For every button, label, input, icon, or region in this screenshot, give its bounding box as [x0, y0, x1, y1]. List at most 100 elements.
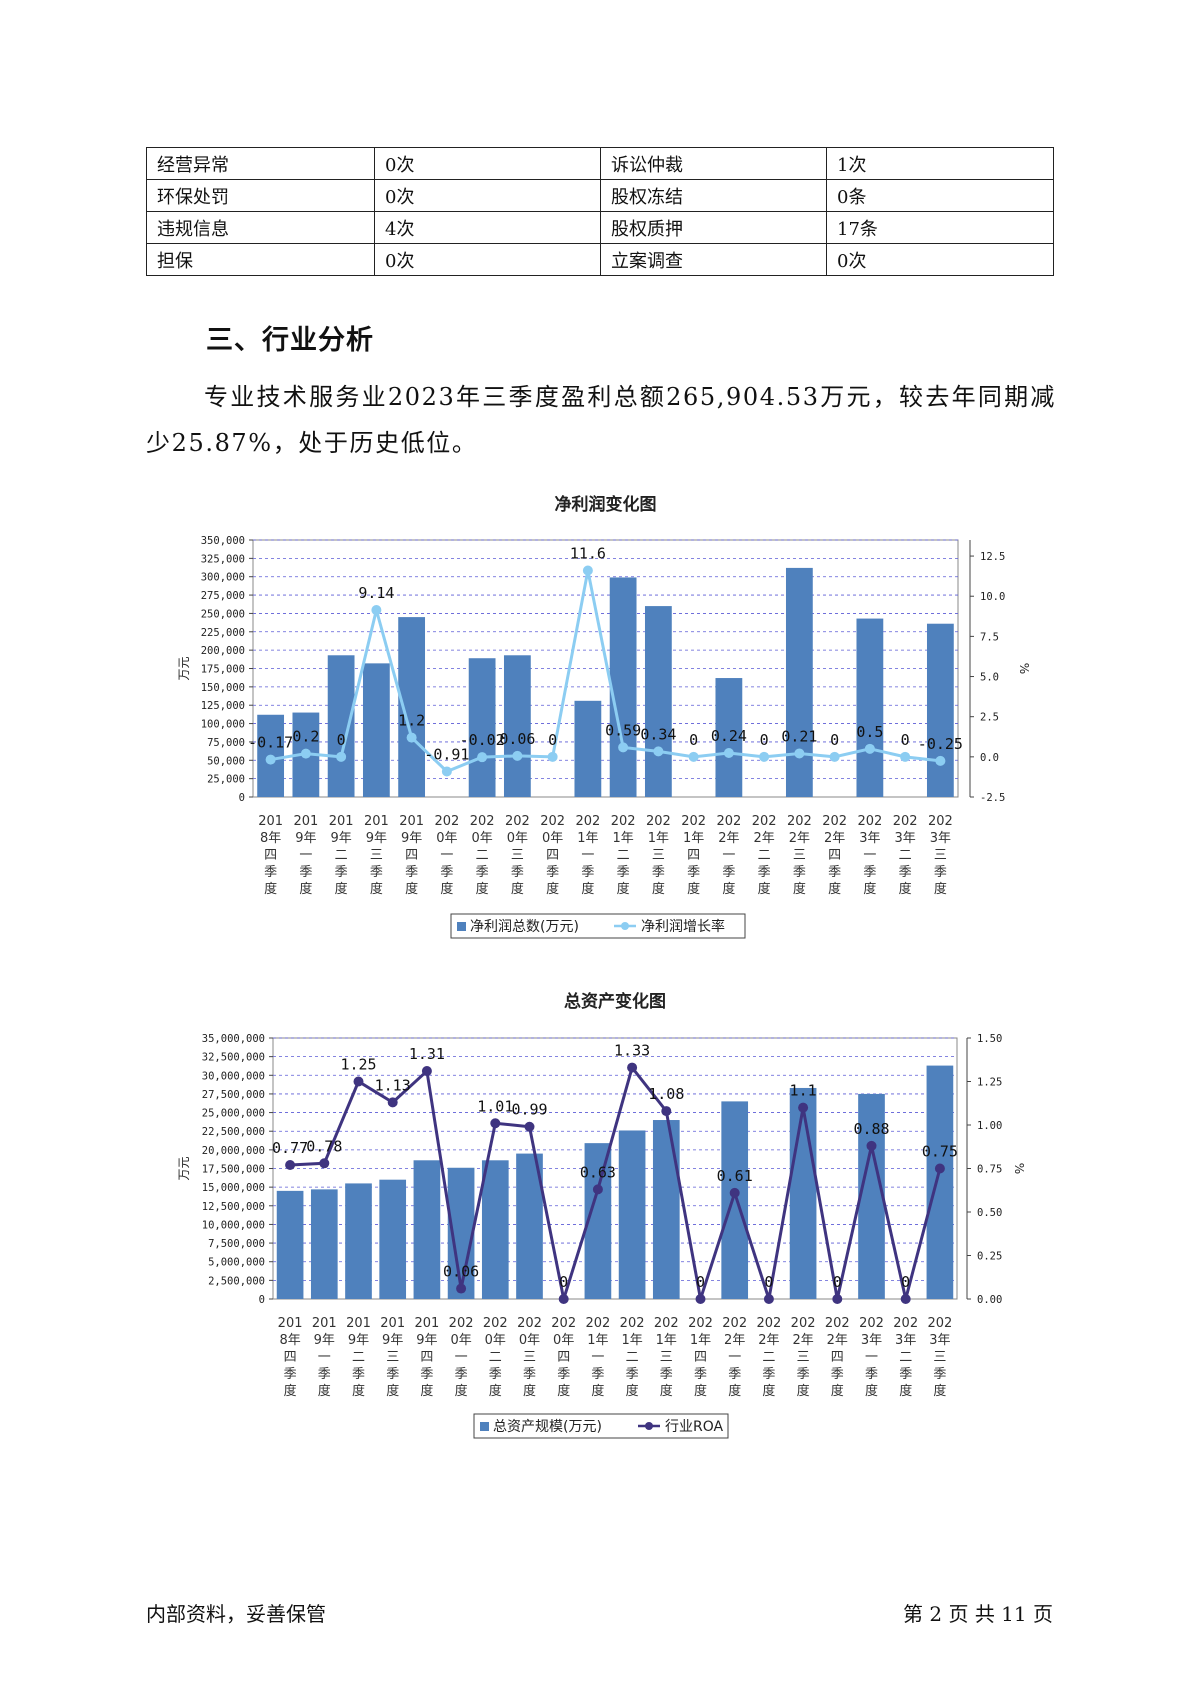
x-tick-label-line: 季: [722, 865, 735, 880]
data-label: 0: [696, 1273, 705, 1291]
x-tick-label-line: 季: [420, 1367, 433, 1382]
x-tick-label-line: 202: [540, 814, 565, 829]
bar: [926, 1065, 954, 1299]
x-tick-label-line: 季: [440, 865, 453, 880]
line-point: [319, 1158, 330, 1169]
x-tick-label-line: 9年: [382, 1333, 403, 1348]
x-tick-label-line: 202: [716, 814, 741, 829]
x-tick-label-line: 3年: [930, 831, 951, 846]
x-tick-label-line: 202: [575, 814, 600, 829]
x-tick-label-line: 二: [899, 848, 912, 863]
x-tick-label-line: 度: [455, 1383, 468, 1399]
bar: [481, 1160, 509, 1299]
x-tick-label-line: 2年: [789, 831, 810, 846]
data-label: 0.78: [306, 1137, 342, 1155]
chart-title: 总资产变化图: [564, 991, 666, 1012]
y-tick-label: 100,000: [201, 719, 245, 731]
x-tick-label-line: 季: [318, 1367, 331, 1382]
y2-tick-label: -2.5: [980, 792, 1005, 804]
y-tick-label: 17,500,000: [202, 1164, 265, 1176]
x-tick-label-line: 季: [797, 1367, 810, 1382]
x-tick-label-line: 二: [352, 1350, 365, 1365]
x-tick-label-line: 1年: [612, 831, 633, 846]
y-tick-label: 27,500,000: [202, 1089, 265, 1101]
line-point: [864, 743, 875, 754]
y2-tick-label: 0.75: [977, 1164, 1002, 1176]
x-tick-label-line: 0年: [553, 1333, 574, 1348]
x-tick-label-line: 季: [264, 865, 277, 880]
x-tick-label-line: 9年: [401, 831, 422, 846]
x-tick-label-line: 202: [434, 814, 459, 829]
risk-item-label: 担保: [146, 243, 375, 276]
legend-line-label: 行业ROA: [665, 1419, 724, 1435]
footer-page-number: 第 2 页 共 11 页: [903, 1602, 1053, 1626]
x-tick-label-line: 度: [284, 1383, 297, 1399]
line-point: [723, 747, 734, 758]
x-tick-label-line: 度: [652, 881, 665, 897]
bar: [574, 700, 602, 797]
legend-bar-swatch: [480, 1422, 489, 1431]
x-tick-label-line: 季: [687, 865, 700, 880]
x-tick-label-line: 201: [258, 814, 283, 829]
bar: [468, 658, 496, 797]
x-tick-label-line: 202: [470, 814, 495, 829]
x-tick-label-line: 四: [831, 1350, 844, 1365]
x-tick-label-line: 3年: [861, 1333, 882, 1348]
data-label: 0.59: [605, 721, 641, 739]
data-label: 0.2: [292, 728, 319, 746]
x-tick-label-line: 三: [511, 848, 524, 863]
bar: [379, 1179, 407, 1299]
y2-tick-label: 0.0: [980, 752, 999, 764]
line-point: [661, 1106, 672, 1117]
x-tick-label-line: 度: [899, 881, 912, 897]
risk-item-label: 诉讼仲裁: [600, 147, 827, 180]
x-tick-label-line: 一: [455, 1350, 468, 1365]
line-point: [512, 750, 523, 761]
x-tick-label-line: 季: [762, 1367, 775, 1382]
y2-tick-label: 12.5: [980, 551, 1005, 563]
bar: [276, 1190, 304, 1299]
data-label: 0.77: [272, 1139, 308, 1157]
data-label: 0: [833, 1273, 842, 1291]
x-tick-label-line: 季: [758, 865, 771, 880]
x-tick-label-line: 202: [688, 1316, 713, 1331]
total-assets-chart: 总资产变化图 0 2,500,000 5,000,000 7,500,000 10,000…: [177, 991, 1026, 1439]
bar: [721, 1101, 749, 1299]
line-point: [582, 565, 593, 576]
data-label: 0.63: [580, 1163, 616, 1181]
x-tick-label-line: 度: [865, 1383, 878, 1399]
data-label: -0.91: [424, 745, 469, 763]
x-tick-label-line: 季: [899, 865, 912, 880]
line-point: [558, 1294, 569, 1304]
data-label: 1.08: [648, 1085, 684, 1103]
line-point: [900, 751, 911, 762]
x-tick-label-line: 季: [899, 1367, 912, 1382]
x-tick-label-line: 一: [440, 848, 453, 863]
y2-axis-title: %: [1012, 1163, 1026, 1174]
x-tick-label-line: 1年: [577, 831, 598, 846]
x-tick-label-line: 度: [793, 881, 806, 897]
line-point: [653, 746, 664, 757]
table-row: 环保处罚 0次 股权冻结 0条: [146, 179, 1054, 212]
x-tick-label-line: 度: [899, 1383, 912, 1399]
x-tick-label-line: 季: [617, 865, 630, 880]
x-tick-label-line: 度: [581, 881, 594, 897]
bar: [327, 655, 355, 797]
x-tick-label-line: 季: [933, 1367, 946, 1382]
bar: [618, 1130, 646, 1299]
line-point: [353, 1076, 364, 1087]
x-tick-label-line: 季: [793, 865, 806, 880]
x-tick-label-line: 201: [380, 1316, 405, 1331]
x-tick-label-line: 季: [335, 865, 348, 880]
line-point: [688, 751, 699, 762]
risk-item-value: 1次: [826, 147, 1054, 180]
